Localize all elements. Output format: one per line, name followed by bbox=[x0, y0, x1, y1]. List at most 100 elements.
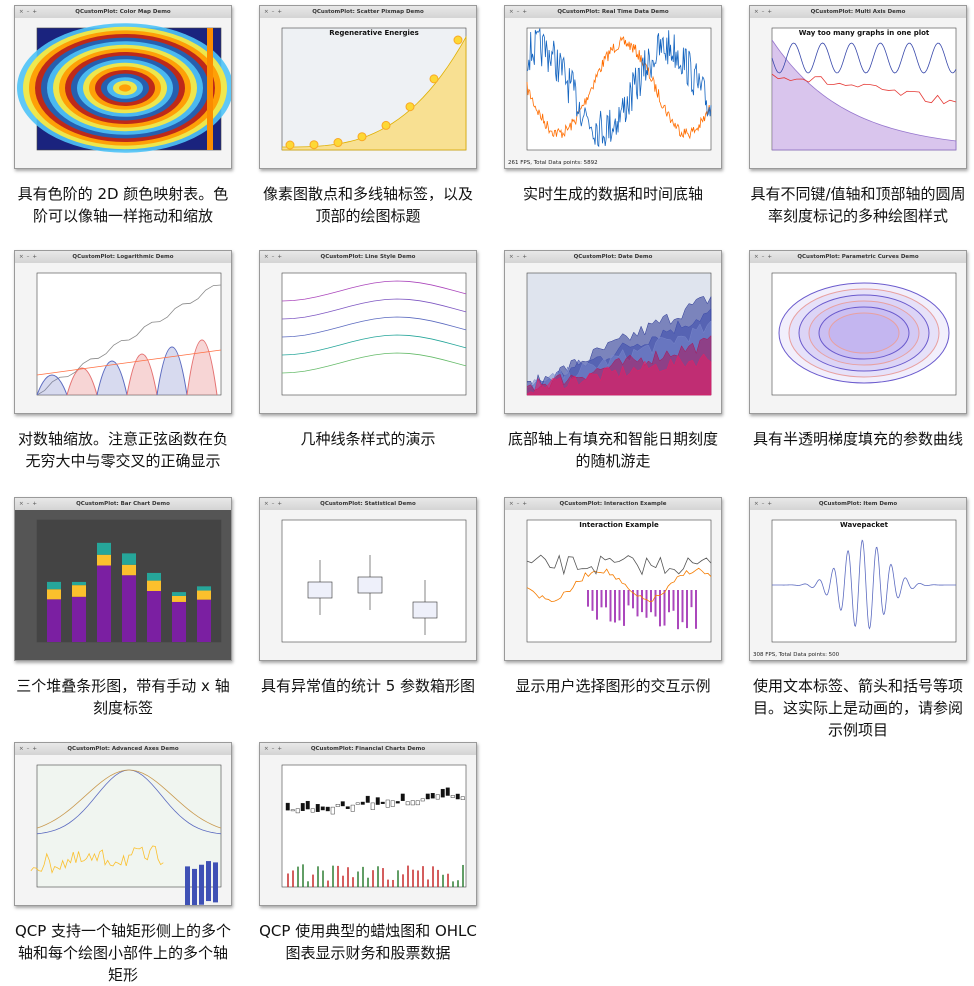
window-title: QCustomPlot: Financial Charts Demo bbox=[310, 746, 426, 752]
candle bbox=[405, 801, 410, 806]
window-buttons: ×–+ bbox=[754, 9, 775, 15]
box bbox=[357, 576, 383, 594]
bar-fossil bbox=[97, 565, 111, 642]
plot-title: Interaction Example bbox=[579, 521, 659, 529]
title-bar: ×–+ QCustomPlot: Bar Chart Demo bbox=[15, 498, 231, 510]
plot-area bbox=[281, 764, 467, 888]
gallery-item: ×–+ QCustomPlot: Logarithmic Demo 对数轴缩放。注意… bbox=[14, 250, 232, 472]
candle bbox=[345, 806, 350, 809]
title-bar: ×–+ QCustomPlot: Statistical Demo bbox=[260, 498, 476, 510]
bar bbox=[659, 590, 661, 627]
title-bar: ×–+ QCustomPlot: Financial Charts Demo bbox=[260, 743, 476, 755]
gallery-item: ×–+ QCustomPlot: Interaction Example Inter… bbox=[504, 497, 722, 697]
box bbox=[307, 581, 333, 599]
window-title: QCustomPlot: Bar Chart Demo bbox=[76, 501, 170, 507]
screenshot bbox=[505, 263, 721, 413]
gallery-item: ×–+ QCustomPlot: Bar Chart Demo 三个堆叠条形图，带有… bbox=[14, 497, 232, 719]
window-title: QCustomPlot: Statistical Demo bbox=[320, 501, 416, 507]
caption: 实时生成的数据和时间底轴 bbox=[522, 185, 703, 203]
window: ×–+ QCustomPlot: Bar Chart Demo bbox=[14, 497, 232, 661]
candle bbox=[365, 795, 370, 803]
caption: 具有不同键/值轴和顶部轴的圆周率刻度标记的多种绘图样式 bbox=[750, 185, 966, 225]
window-title: QCustomPlot: Scatter Pixmap Demo bbox=[312, 9, 424, 15]
screenshot bbox=[15, 18, 231, 168]
box bbox=[412, 601, 438, 619]
window: ×–+ QCustomPlot: Interaction Example Inter… bbox=[504, 497, 722, 661]
gallery-item: ×–+ QCustomPlot: Scatter Pixmap Demo Regen… bbox=[259, 5, 477, 227]
caption: 像素图散点和多线轴标签，以及顶部的绘图标题 bbox=[262, 185, 473, 225]
window-buttons: ×–+ bbox=[509, 9, 530, 15]
bar bbox=[690, 590, 693, 608]
curve bbox=[526, 36, 712, 140]
bar bbox=[213, 862, 218, 903]
title-bar: ×–+ QCustomPlot: Parametric Curves Demo bbox=[750, 251, 966, 263]
window-title: QCustomPlot: Multi Axis Demo bbox=[810, 9, 906, 15]
plot-title: Wavepacket bbox=[840, 521, 889, 529]
caption: 三个堆叠条形图，带有手动 x 轴刻度标签 bbox=[16, 677, 230, 717]
candle bbox=[410, 800, 415, 806]
window-buttons: ×–+ bbox=[509, 501, 530, 507]
window-buttons: ×–+ bbox=[19, 254, 40, 260]
curve bbox=[771, 39, 957, 151]
curve bbox=[771, 539, 957, 630]
bar-fossil bbox=[47, 599, 61, 642]
bar-fossil bbox=[72, 596, 86, 642]
bar-nuclear bbox=[72, 585, 86, 597]
window-title: QCustomPlot: Item Demo bbox=[818, 501, 898, 507]
status-bar: 308 FPS, Total Data points: 500 bbox=[753, 652, 840, 658]
sun-marker bbox=[333, 138, 343, 148]
candle bbox=[370, 802, 375, 810]
parametric-curve bbox=[828, 312, 900, 354]
window-buttons: ×–+ bbox=[264, 501, 285, 507]
candle bbox=[450, 795, 455, 798]
bar-nuclear bbox=[97, 554, 111, 566]
screenshot: Interaction Example bbox=[505, 510, 721, 660]
screenshot: Regenerative Energies bbox=[260, 18, 476, 168]
window-buttons: ×–+ bbox=[264, 746, 285, 752]
window-title: QCustomPlot: Interaction Example bbox=[559, 501, 667, 507]
window: ×–+ QCustomPlot: Parametric Curves Demo bbox=[749, 250, 967, 414]
window: ×–+ QCustomPlot: Scatter Pixmap Demo Regen… bbox=[259, 5, 477, 169]
gallery-item: ×–+ QCustomPlot: Item Demo Wavepacket 308 F… bbox=[749, 497, 967, 741]
bar bbox=[636, 590, 639, 617]
bar-regen bbox=[172, 592, 186, 596]
caption: 具有半透明梯度填充的参数曲线 bbox=[752, 430, 963, 448]
candle bbox=[305, 800, 310, 810]
gallery-item: ×–+ QCustomPlot: Advanced Axes Demo QCP 支持… bbox=[14, 742, 232, 986]
window-title: QCustomPlot: Date Demo bbox=[573, 254, 653, 260]
bar-nuclear bbox=[47, 589, 61, 600]
bar-regen bbox=[197, 586, 211, 591]
window-buttons: ×–+ bbox=[19, 9, 40, 15]
window-buttons: ×–+ bbox=[264, 254, 285, 260]
curve bbox=[281, 316, 467, 338]
screenshot: Wavepacket 308 FPS, Total Data points: 50… bbox=[750, 510, 966, 660]
candle bbox=[390, 800, 395, 807]
candle bbox=[320, 806, 325, 811]
title-bar: ×–+ QCustomPlot: Multi Axis Demo bbox=[750, 6, 966, 18]
title-bar: ×–+ QCustomPlot: Scatter Pixmap Demo bbox=[260, 6, 476, 18]
caption: 显示用户选择图形的交互示例 bbox=[515, 677, 711, 695]
candle bbox=[310, 808, 315, 813]
window-buttons: ×–+ bbox=[754, 254, 775, 260]
curve bbox=[30, 845, 164, 874]
sun-marker bbox=[285, 140, 295, 150]
bar-nuclear bbox=[147, 580, 161, 591]
title-bar: ×–+ QCustomPlot: Date Demo bbox=[505, 251, 721, 263]
candle bbox=[435, 794, 440, 800]
curve bbox=[771, 73, 957, 105]
bar bbox=[600, 590, 603, 608]
curve bbox=[526, 554, 712, 576]
candle bbox=[335, 804, 340, 807]
window: ×–+ QCustomPlot: Multi Axis Demo Way too m… bbox=[749, 5, 967, 169]
candle bbox=[440, 788, 445, 798]
bar-fossil bbox=[122, 575, 136, 642]
candle bbox=[460, 796, 465, 800]
title-bar: ×–+ QCustomPlot: Real Time Data Demo bbox=[505, 6, 721, 18]
candle bbox=[290, 809, 295, 812]
screenshot bbox=[15, 755, 231, 905]
plot-area bbox=[771, 272, 957, 396]
bar bbox=[654, 590, 657, 617]
gallery-item: ×–+ QCustomPlot: Real Time Data Demo 261 F… bbox=[504, 5, 722, 205]
caption: 底部轴上有填充和智能日期刻度的随机游走 bbox=[507, 430, 718, 470]
candle bbox=[395, 801, 400, 804]
